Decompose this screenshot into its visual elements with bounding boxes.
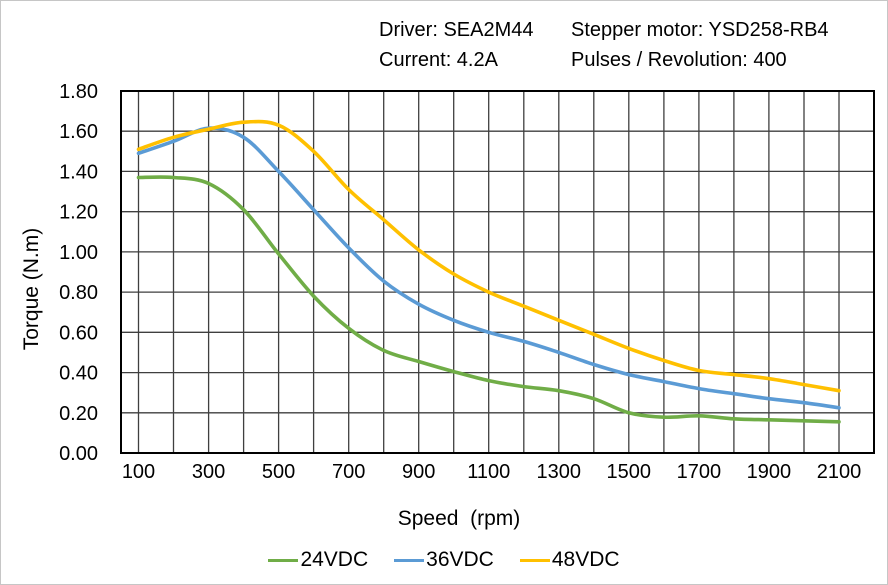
x-axis-title: Speed (rpm) (397, 507, 521, 530)
current-info: Current: 4.2A (379, 49, 498, 71)
series-line-36vdc (136, 126, 841, 410)
x-tick-label: 1700 (677, 461, 722, 483)
x-tick-label: 700 (332, 461, 365, 483)
series-line-24vdc (136, 175, 841, 424)
plot-border (120, 90, 875, 454)
legend-label-48vdc: 48VDC (551, 548, 620, 571)
y-tick-label: 0.00 (59, 443, 98, 465)
pulses-info: Pulses / Revolution: 400 (571, 49, 787, 71)
legend: 24VDC 36VDC 48VDC (1, 548, 887, 572)
x-tick-label: 100 (122, 461, 155, 483)
y-tick-label: 0.60 (59, 322, 98, 344)
y-tick-label: 1.80 (59, 81, 98, 103)
y-tick-label: 0.80 (59, 282, 98, 304)
legend-label-24vdc: 24VDC (300, 548, 369, 571)
y-tick-label: 1.20 (59, 202, 98, 224)
48vdc-line-swatch (519, 558, 550, 562)
x-tick-label: 1100 (467, 461, 510, 483)
legend-item-48vdc: 48VDC (519, 548, 620, 572)
x-tick-label: 2100 (817, 461, 862, 483)
x-tick-label: 1300 (537, 461, 582, 483)
legend-item-24vdc: 24VDC (268, 548, 368, 572)
y-tick-label: 1.40 (59, 161, 98, 183)
x-tick-label: 500 (262, 461, 295, 483)
legend-item-36vdc: 36VDC (394, 548, 494, 572)
driver-info: Driver: SEA2M44 (379, 19, 534, 41)
series-line-48vdc (136, 119, 841, 393)
x-tick-label: 1500 (607, 461, 652, 483)
y-tick-label: 1.60 (59, 121, 98, 143)
motor-info: Stepper motor: YSD258-RB4 (571, 19, 829, 41)
chart-header: Driver: SEA2M44 Stepper motor: YSD258-RB… (379, 15, 829, 75)
x-tick-label: 300 (192, 461, 225, 483)
y-tick-label: 0.40 (59, 363, 98, 385)
y-tick-label: 1.00 (59, 242, 98, 264)
legend-label-36vdc: 36VDC (426, 548, 494, 571)
24vdc-line-swatch (268, 558, 299, 562)
y-tick-label: 0.20 (59, 403, 98, 425)
x-tick-label: 900 (402, 461, 435, 483)
x-tick-label: 1900 (747, 461, 792, 483)
36vdc-line-swatch (394, 558, 425, 562)
